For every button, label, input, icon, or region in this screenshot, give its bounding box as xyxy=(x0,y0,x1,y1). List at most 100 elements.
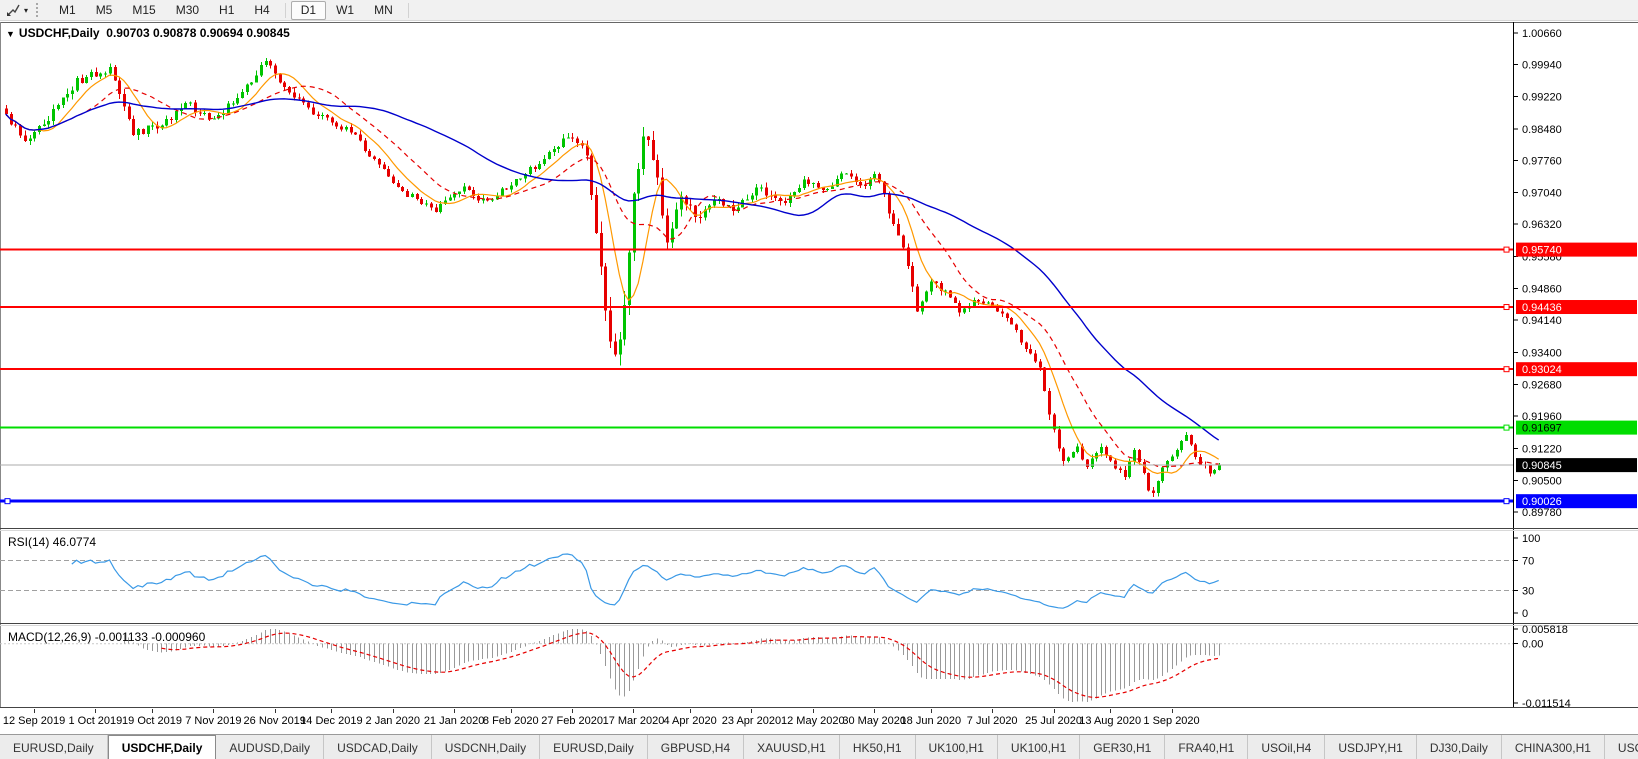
date-axis[interactable]: 12 Sep 2019 1 Oct 2019 19 Oct 2019 7 Nov 20… xyxy=(0,709,1638,734)
date-tick xyxy=(274,709,276,713)
macd-histogram xyxy=(124,629,1220,702)
chart-tab-usdjpy-h1[interactable]: USDJPY,H1 xyxy=(1325,735,1417,759)
price-tick-label: 0.96320 xyxy=(1522,219,1562,231)
chart-tab-uk100-h1[interactable]: UK100,H1 xyxy=(916,735,998,759)
macd-tick-label: -0.011514 xyxy=(1522,698,1571,709)
date-tick xyxy=(331,709,333,713)
date-tick xyxy=(992,709,994,713)
chart-tab-ger30-h1[interactable]: GER30,H1 xyxy=(1080,735,1166,759)
date-label: 2 Jan 2020 xyxy=(365,715,420,727)
date-tick xyxy=(34,709,36,713)
chart-tab-uk100-h1[interactable]: UK100,H1 xyxy=(998,735,1081,759)
macd-values: -0.001133 -0.000960 xyxy=(94,630,206,644)
chart-tab-usdchf-daily[interactable]: USDCHF,Daily xyxy=(107,735,217,759)
toolbar-grip[interactable] xyxy=(36,3,42,17)
chart-symbol: USDCHF,Daily xyxy=(18,26,100,40)
date-tick xyxy=(1110,709,1112,713)
macd-name: MACD(12,26,9) xyxy=(8,630,92,644)
rsi-tick-label: 0 xyxy=(1522,608,1528,620)
chart-tab-xauusd-h1[interactable]: XAUUSD,H1 xyxy=(744,735,840,759)
timeframe-button-mn[interactable]: MN xyxy=(374,2,393,17)
timeframe-button-w1[interactable]: W1 xyxy=(336,2,355,17)
date-tick xyxy=(874,709,876,713)
hline-price-label: 0.95740 xyxy=(1522,245,1562,257)
horizontal-line-0.91697[interactable]: 0.91697 xyxy=(0,420,1637,435)
chart-tab-fra40-h1[interactable]: FRA40,H1 xyxy=(1165,735,1249,759)
toolbar-separator xyxy=(284,2,286,18)
horizontal-line-0.94436[interactable]: 0.94436 xyxy=(0,300,1637,315)
date-tick xyxy=(751,709,753,713)
chart-tab-china300-h1[interactable]: CHINA300,H1 xyxy=(1502,735,1605,759)
date-label: 13 Aug 2020 xyxy=(1079,715,1142,727)
dropdown-caret-icon: ▾ xyxy=(24,5,29,15)
chart-tab-usdcnh-daily[interactable]: USDCNH,Daily xyxy=(432,735,541,759)
horizontal-line-0.90026[interactable]: 0.90026 xyxy=(0,494,1637,509)
rsi-tick-label: 70 xyxy=(1522,556,1534,568)
chart-cursor-icon xyxy=(6,3,21,17)
date-label: 4 Apr 2020 xyxy=(663,715,717,727)
horizontal-line-0.95740[interactable]: 0.95740 xyxy=(0,242,1637,257)
price-tick-label: 0.98480 xyxy=(1522,124,1562,136)
price-axis[interactable]: 1.00660 0.99940 0.99220 0.98480 0.97760 0.970… xyxy=(1513,28,1562,519)
current-price-label: 0.90845 xyxy=(1522,460,1562,472)
rsi-value: 46.0774 xyxy=(52,535,97,549)
timeframe-button-h1[interactable]: H1 xyxy=(219,2,235,17)
price-tick-label: 0.91220 xyxy=(1522,444,1562,456)
price-tick-label: 0.99220 xyxy=(1522,91,1562,103)
timeframe-button-m30[interactable]: M30 xyxy=(175,2,200,17)
cursor-tool-button[interactable]: ▾ xyxy=(0,1,32,19)
timeframe-toolbar: ▾ M1 M5 M15 M30 H1 H4 D1 W1 MN xyxy=(0,0,1638,21)
date-label: 27 Feb 2020 xyxy=(541,715,603,727)
macd-signal-line xyxy=(161,632,1219,699)
rsi-line xyxy=(71,553,1219,609)
macd-indicator-label: MACD(12,26,9) -0.001133 -0.000960 xyxy=(8,630,205,644)
price-tick-label: 0.97040 xyxy=(1522,187,1562,199)
chart-tab-eurusd-daily[interactable]: EURUSD,Daily xyxy=(540,735,648,759)
date-tick xyxy=(392,709,394,713)
price-tick-label: 0.97760 xyxy=(1522,156,1562,168)
chart-tab-dj30-daily[interactable]: DJ30,Daily xyxy=(1417,735,1502,759)
date-tick xyxy=(95,709,97,713)
chart-tab-audusd-daily[interactable]: AUDUSD,Daily xyxy=(216,735,325,759)
rsi-indicator-label: RSI(14) 46.0774 xyxy=(8,535,96,549)
price-tick-label: 0.94140 xyxy=(1522,315,1562,327)
price-tick-label: 0.94860 xyxy=(1522,283,1562,295)
collapse-chart-icon[interactable]: ▼ xyxy=(6,29,15,39)
date-tick xyxy=(213,709,215,713)
price-tick-label: 0.93400 xyxy=(1522,348,1562,360)
price-tick-label: 1.00660 xyxy=(1522,28,1562,40)
date-label: 12 Sep 2019 xyxy=(2,715,66,727)
hline-price-label: 0.94436 xyxy=(1522,302,1562,314)
date-tick xyxy=(572,709,574,713)
rsi-tick-label: 30 xyxy=(1522,586,1534,598)
date-label: 23 Apr 2020 xyxy=(721,715,782,727)
date-tick xyxy=(812,709,814,713)
date-label: 8 Feb 2020 xyxy=(482,715,539,727)
date-tick xyxy=(633,709,635,713)
horizontal-line-0.93024[interactable]: 0.93024 xyxy=(0,362,1637,377)
date-tick xyxy=(1053,709,1055,713)
chart-title: ▼ USDCHF,Daily 0.90703 0.90878 0.90694 0.… xyxy=(6,26,290,40)
chart-tab-usdcad-daily[interactable]: USDCAD,Daily xyxy=(324,735,432,759)
price-chart[interactable]: 1.00660 0.99940 0.99220 0.98480 0.97760 0.970… xyxy=(0,22,1638,709)
price-tick-label: 0.90500 xyxy=(1522,475,1562,487)
macd-tick-label: 0.005818 xyxy=(1522,624,1568,636)
timeframe-button-m15[interactable]: M15 xyxy=(132,2,156,17)
chart-tab-usoil-h4[interactable]: USOil,H4 xyxy=(1248,735,1326,759)
price-tick-label: 0.99940 xyxy=(1522,60,1562,72)
timeframe-button-m5[interactable]: M5 xyxy=(95,2,113,17)
rsi-name: RSI(14) xyxy=(8,535,50,549)
rsi-tick-label: 100 xyxy=(1522,533,1540,545)
timeframe-button-h4[interactable]: H4 xyxy=(254,2,270,17)
chart-tab-gbpusd-h4[interactable]: GBPUSD,H4 xyxy=(648,735,745,759)
chart-tab-usoil-h1[interactable]: USOil,H1 xyxy=(1605,735,1638,759)
chart-tab-hk50-h1[interactable]: HK50,H1 xyxy=(840,735,916,759)
chart-tabs-bar: EURUSD,Daily USDCHF,Daily AUDUSD,Daily USDC… xyxy=(0,734,1638,759)
date-label: 26 Nov 2019 xyxy=(243,715,306,727)
chart-tab-eurusd-daily[interactable]: EURUSD,Daily xyxy=(0,735,108,759)
timeframe-button-m1[interactable]: M1 xyxy=(59,2,76,17)
date-label: 12 May 2020 xyxy=(781,715,845,727)
moving-average-17 xyxy=(5,85,1219,468)
timeframe-button-d1[interactable]: D1 xyxy=(290,0,327,20)
